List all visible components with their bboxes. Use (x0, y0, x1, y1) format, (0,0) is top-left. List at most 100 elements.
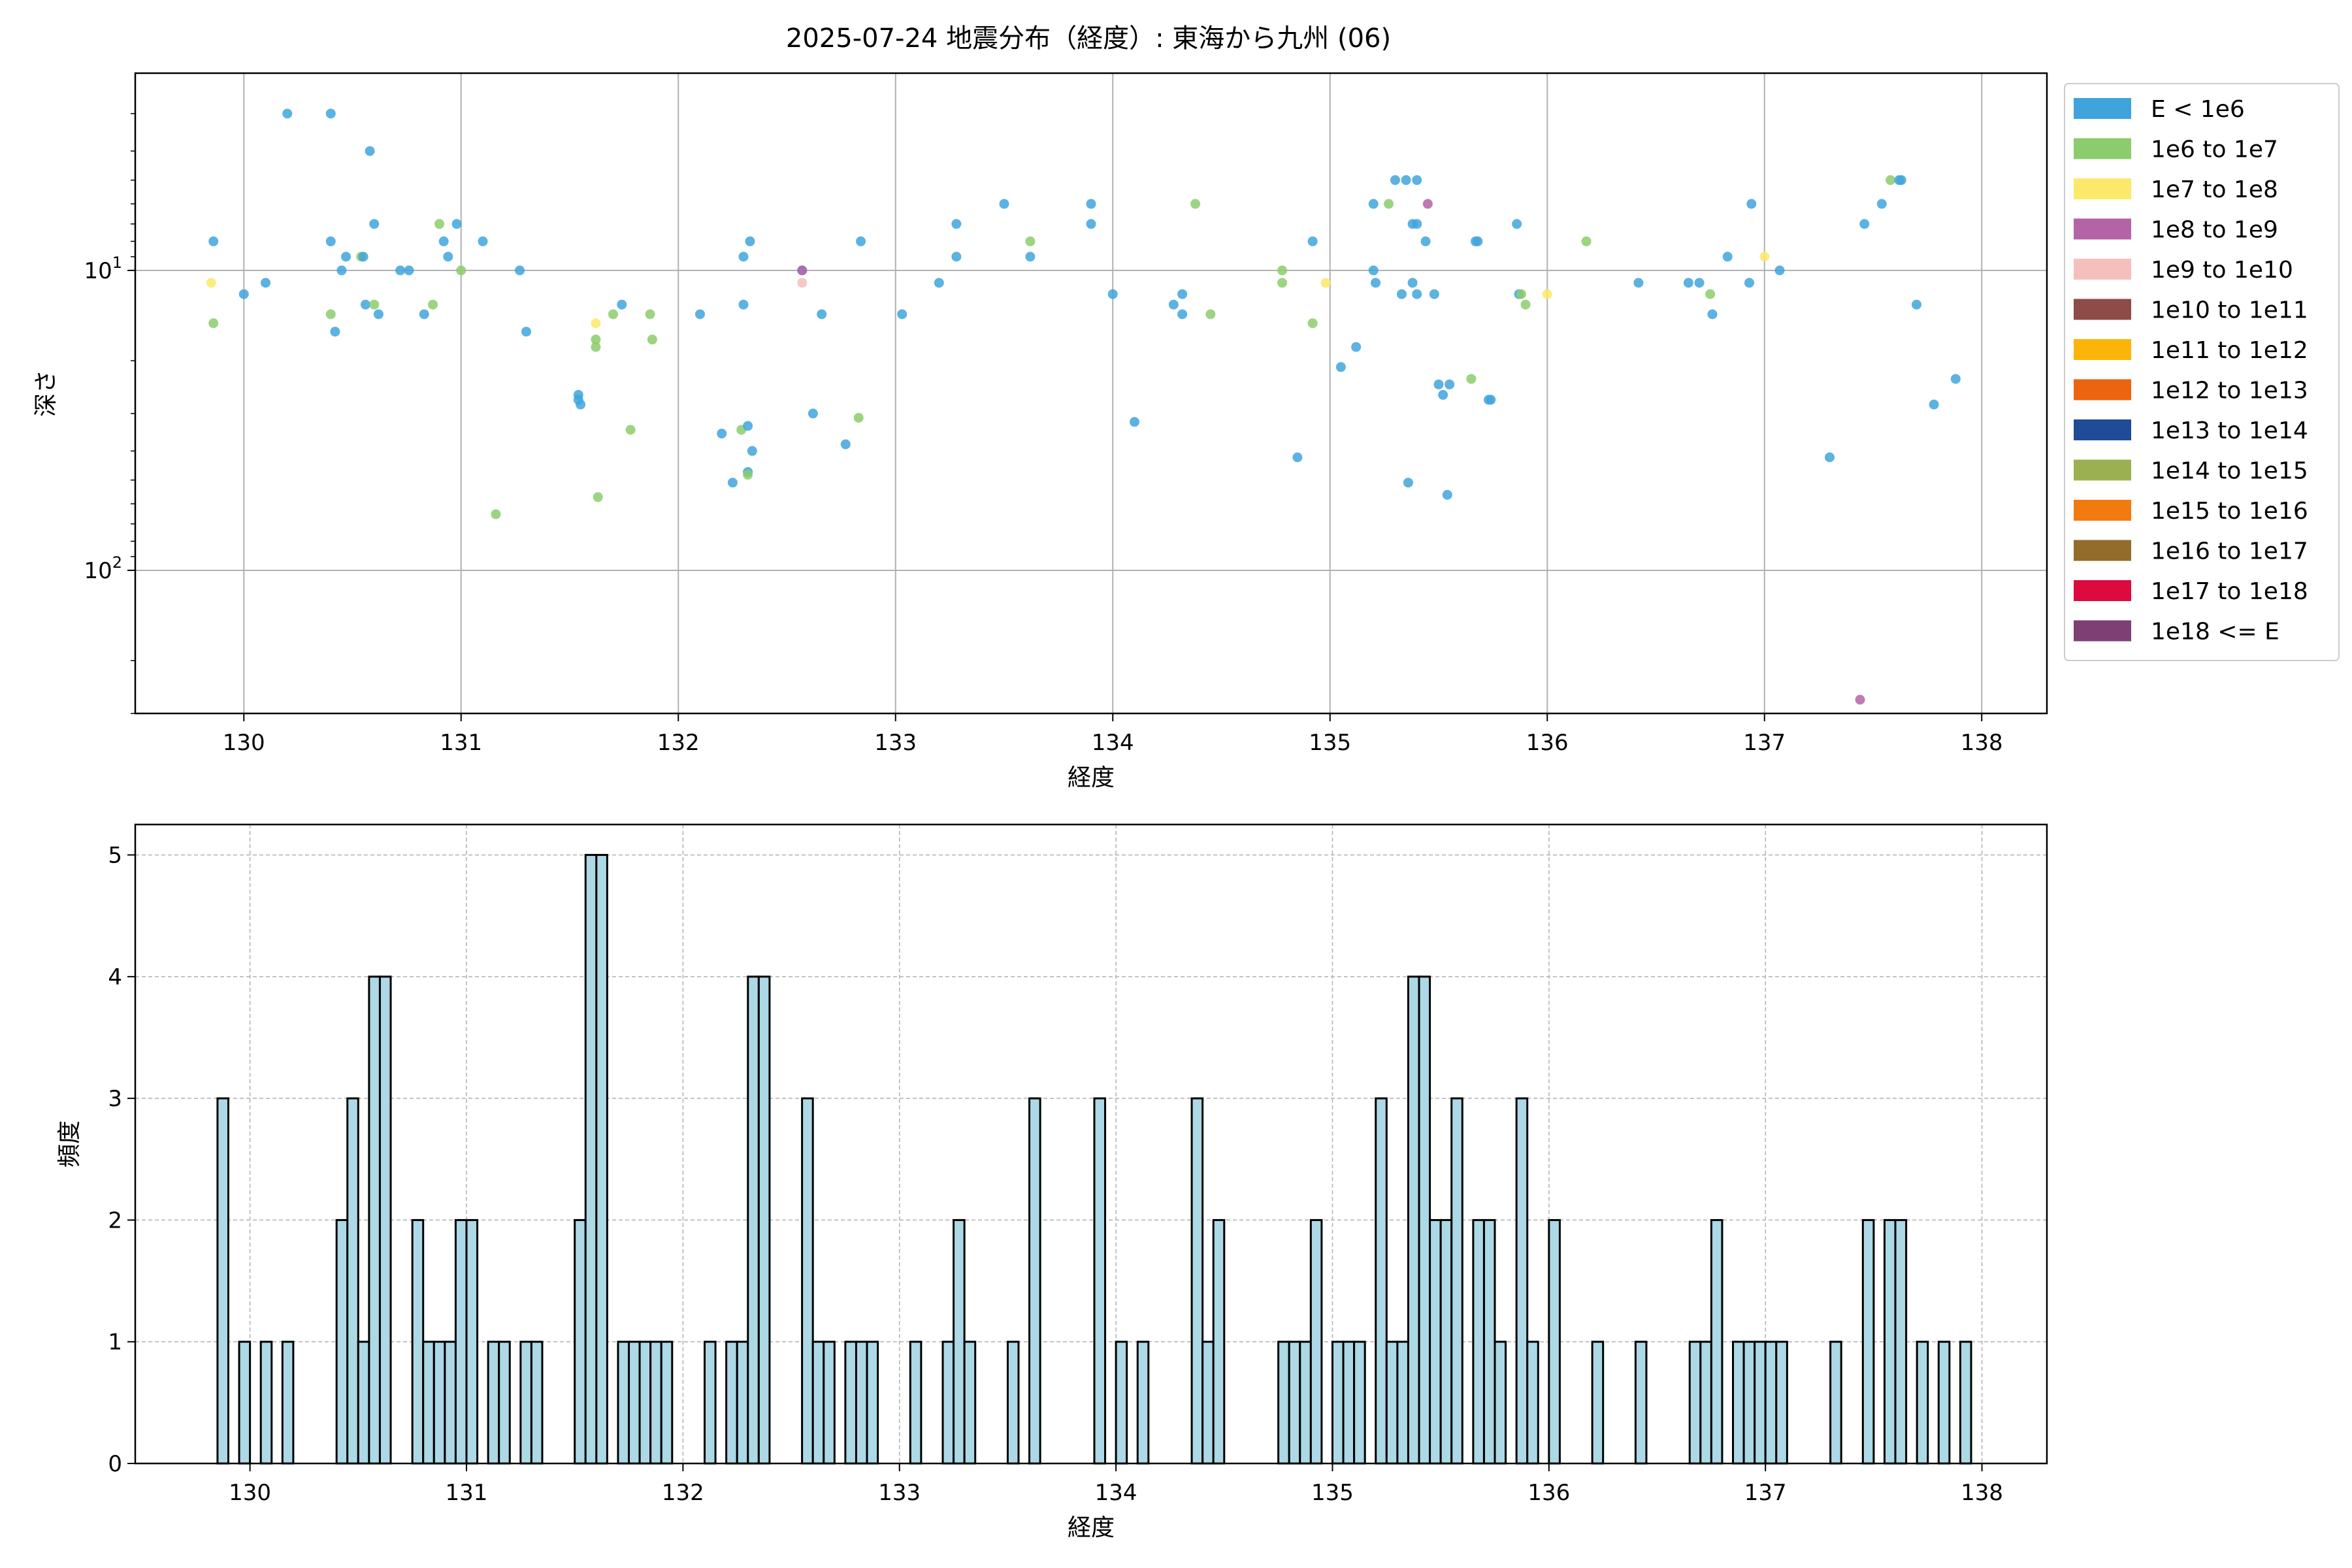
histogram-bar (1634, 1341, 1648, 1465)
scatter-point (1516, 289, 1526, 299)
scatter-x-ticks: 130 131 132 133 134 135 136 137 138 (223, 713, 2003, 756)
legend-swatch (2074, 339, 2131, 360)
legend-label: E < 1e6 (2151, 96, 2245, 123)
scatter-point (325, 236, 336, 246)
scatter-point (1746, 199, 1757, 209)
scatter-point (797, 265, 808, 276)
scatter-point (1581, 236, 1592, 246)
legend-swatch (2074, 259, 2131, 280)
histogram-bar (1526, 1341, 1539, 1465)
histogram-bar (1829, 1341, 1842, 1465)
scatter-point (325, 309, 336, 319)
scatter-point (1445, 379, 1455, 389)
scatter-point (365, 146, 375, 156)
histogram-bar (216, 1097, 229, 1465)
scatter-point (456, 265, 466, 276)
legend-label: 1e13 to 1e14 (2151, 417, 2308, 444)
histogram-bar (1515, 1097, 1529, 1465)
scatter-x-tick-label: 132 (657, 730, 700, 756)
scatter-point (1542, 289, 1552, 299)
histogram-bar (498, 1341, 511, 1465)
histogram-bar (1450, 1097, 1463, 1465)
legend-box (2064, 83, 2340, 661)
scatter-point (341, 252, 351, 262)
histogram-x-tick-label: 130 (229, 1480, 271, 1506)
scatter-x-tick-label: 131 (440, 730, 482, 756)
scatter-point (1722, 252, 1733, 262)
histogram-bar (909, 1341, 923, 1465)
scatter-point (808, 408, 818, 419)
histogram-y-tick-label: 0 (108, 1451, 122, 1477)
histogram-bar (953, 1218, 966, 1465)
histogram-bar (1429, 1218, 1442, 1465)
histogram-x-tick-label: 132 (662, 1480, 704, 1506)
histogram-bar (1418, 975, 1431, 1465)
scatter-point (238, 289, 249, 299)
histogram-bar (1742, 1341, 1756, 1465)
legend-swatch (2074, 419, 2131, 440)
scatter-points (206, 108, 1961, 705)
histogram-y-tick-label: 1 (108, 1330, 122, 1356)
histogram-bar (454, 1218, 468, 1465)
histogram-bar (747, 975, 760, 1465)
histogram-bar (1894, 1218, 1908, 1465)
histogram-y-ticks: 0 1 2 3 4 5 (108, 843, 135, 1477)
scatter-point (1277, 278, 1288, 288)
histogram-x-ticks: 130 131 132 133 134 135 136 137 138 (229, 1463, 2003, 1506)
scatter-point (1177, 309, 1188, 319)
scatter-point (645, 309, 655, 319)
histogram-bar (1472, 1218, 1485, 1465)
histogram-bar (595, 854, 608, 1465)
legend-label: 1e11 to 1e12 (2151, 337, 2308, 364)
histogram-bar (704, 1341, 717, 1465)
legend-swatch (2074, 500, 2131, 521)
histogram-bar (855, 1341, 868, 1465)
scatter-point (1107, 289, 1118, 299)
legend-swatch (2074, 299, 2131, 320)
legend-label: 1e7 to 1e8 (2151, 176, 2278, 203)
scatter-point (1401, 175, 1411, 186)
histogram-bar (519, 1341, 532, 1465)
scatter-point (1384, 199, 1394, 209)
histogram-bar (346, 1097, 359, 1465)
scatter-point (743, 470, 753, 480)
histogram-bar (335, 1218, 349, 1465)
histogram-x-tick-label: 138 (1961, 1480, 2003, 1506)
scatter-point (1707, 309, 1718, 319)
histogram-bar (1028, 1097, 1041, 1465)
scatter-point (282, 108, 293, 119)
scatter-axes-frame (134, 72, 2048, 715)
scatter-point (1351, 342, 1362, 352)
scatter-point (1486, 395, 1496, 405)
legend-swatch (2074, 138, 2131, 159)
scatter-point (1422, 199, 1433, 209)
histogram-bar (1136, 1341, 1150, 1465)
histogram-y-tick-label: 3 (108, 1086, 122, 1112)
histogram-bar (433, 1341, 446, 1465)
histogram-bar (1591, 1341, 1605, 1465)
scatter-point (336, 265, 347, 276)
scatter-point (1466, 374, 1477, 384)
histogram-bar (465, 1218, 479, 1465)
scatter-point (208, 236, 219, 246)
scatter-point (1705, 289, 1716, 299)
histogram-bar (1407, 975, 1420, 1465)
scatter-point (1277, 265, 1288, 276)
histogram-bar (844, 1341, 857, 1465)
histogram-bar (444, 1341, 457, 1465)
scatter-point (521, 327, 531, 337)
scatter-point (647, 335, 657, 345)
scatter-point (360, 299, 370, 310)
legend-label: 1e9 to 1e10 (2151, 257, 2293, 284)
legend-swatch (2074, 620, 2131, 642)
histogram-bar (422, 1341, 435, 1465)
scatter-point (817, 309, 827, 319)
histogram-bar (757, 975, 771, 1465)
scatter-point (208, 318, 219, 329)
scatter-point (478, 236, 488, 246)
scatter-point (797, 278, 808, 288)
scatter-x-tick-label: 134 (1092, 730, 1134, 756)
histogram-bar (1861, 1218, 1875, 1465)
legend-label: 1e6 to 1e7 (2151, 137, 2278, 163)
histogram-bar (368, 975, 381, 1465)
